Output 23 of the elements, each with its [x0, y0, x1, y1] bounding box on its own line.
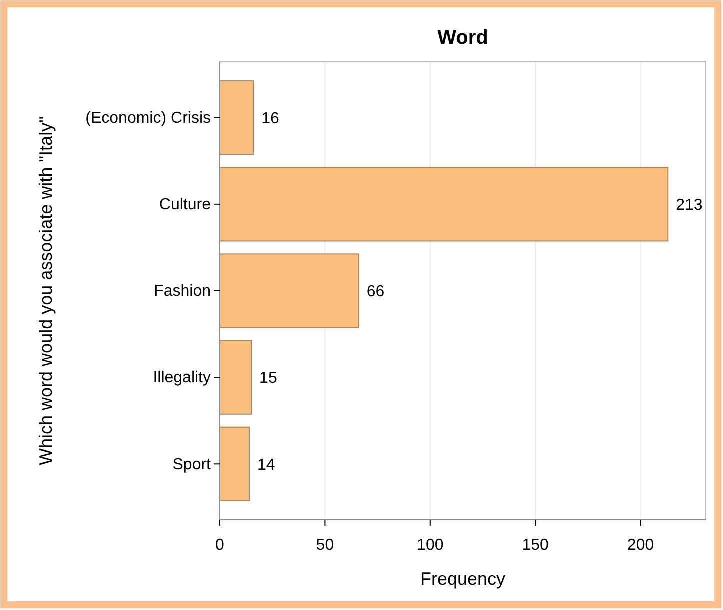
- data-label: 14: [257, 456, 276, 474]
- bar: [220, 340, 252, 415]
- y-axis-title: Which word would you associate with "Italy": [36, 116, 56, 466]
- x-axis-title: Frequency: [420, 569, 506, 589]
- x-tick-label: 100: [417, 536, 444, 554]
- bar: [220, 167, 669, 242]
- x-tick-label: 150: [522, 536, 550, 554]
- chart-title: Word: [438, 27, 488, 49]
- y-tick-label: (Economic) Crisis: [86, 110, 211, 127]
- x-tick-label: 200: [627, 536, 654, 554]
- bar: [220, 80, 254, 156]
- data-label: 66: [366, 284, 385, 301]
- data-label: 15: [260, 370, 278, 388]
- y-tick-label: Fashion: [154, 283, 211, 300]
- y-tick-label: Culture: [159, 196, 212, 214]
- x-tick-label: 50: [316, 536, 334, 554]
- bar: [220, 254, 360, 328]
- data-label: 16: [262, 110, 280, 128]
- y-tick-label: Sport: [172, 456, 212, 474]
- y-tick-label: Illegality: [153, 370, 211, 387]
- data-label: 213: [676, 197, 703, 214]
- x-tick-label: 0: [216, 536, 225, 554]
- bar: [220, 426, 250, 502]
